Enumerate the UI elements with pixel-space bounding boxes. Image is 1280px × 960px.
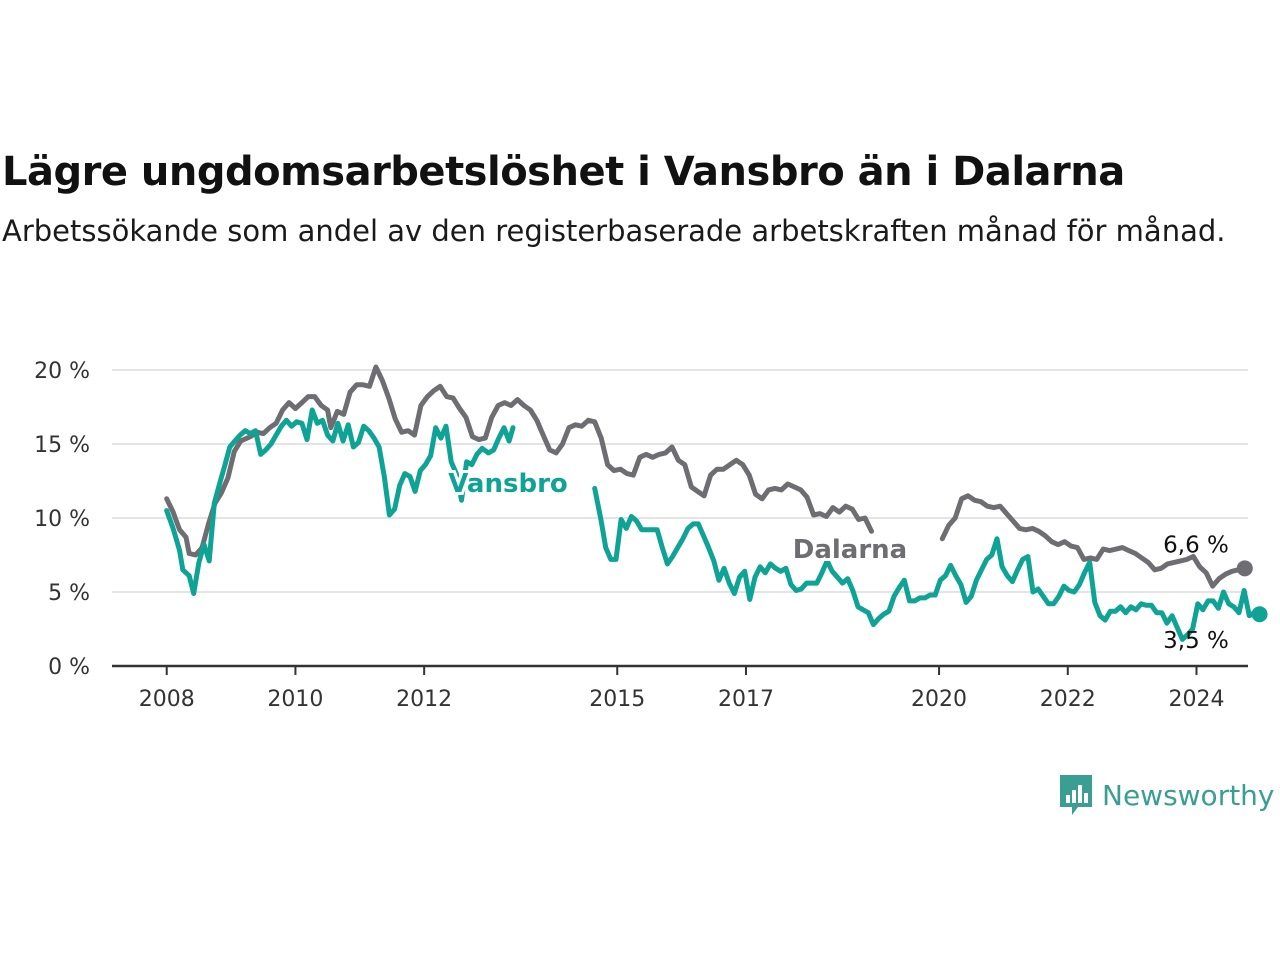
dalarna-end-label: 6,6 % — [1163, 532, 1229, 558]
y-tick-label: 0 % — [48, 655, 90, 680]
x-tick-label: 2024 — [1169, 687, 1225, 712]
vansbro-end-point — [1251, 606, 1268, 623]
y-tick-label: 10 % — [34, 507, 90, 532]
chart-subtitle: Arbetssökande som andel av den registerb… — [2, 214, 1226, 248]
x-axis: 2008 2010 2012 2015 2017 2020 2022 2024 — [112, 664, 1248, 712]
y-tick-label: 20 % — [34, 359, 90, 384]
newsworthy-logo-icon — [1060, 775, 1092, 815]
dalarna-series-label: Dalarna — [793, 535, 907, 565]
x-tick-label: 2010 — [267, 687, 323, 712]
vansbro-line — [592, 485, 1263, 642]
brand-name: Newsworthy — [1102, 778, 1275, 812]
x-tick-label: 2017 — [718, 687, 774, 712]
x-tick-label: 2022 — [1040, 687, 1096, 712]
y-tick-label: 15 % — [34, 433, 90, 458]
series-lines — [164, 364, 1268, 642]
series-labels: 6,6 % 3,5 % Vansbro Dalarna — [445, 466, 1229, 654]
line-chart: 0 %5 %10 %15 %20 % 2008 2010 2012 2015 2017 2… — [34, 359, 1268, 712]
x-tick-label: 2012 — [396, 687, 452, 712]
x-tick-label: 2015 — [589, 687, 645, 712]
y-tick-label: 5 % — [48, 581, 90, 606]
gridlines — [112, 369, 1248, 593]
vansbro-line — [164, 407, 516, 596]
dalarna-line — [164, 364, 874, 558]
dalarna-line — [939, 493, 1248, 589]
y-axis: 0 % 5 % 10 % 15 % 20 % — [34, 359, 90, 680]
dalarna-end-point — [1236, 560, 1253, 577]
newsworthy-logo[interactable]: Newsworthy — [1058, 773, 1275, 817]
vansbro-series-label: Vansbro — [448, 469, 568, 499]
chart-title: Lägre ungdomsarbetslöshet i Vansbro än i… — [2, 149, 1125, 195]
x-tick-label: 2008 — [139, 687, 195, 712]
x-tick-label: 2020 — [911, 687, 967, 712]
vansbro-end-label: 3,5 % — [1163, 628, 1229, 654]
